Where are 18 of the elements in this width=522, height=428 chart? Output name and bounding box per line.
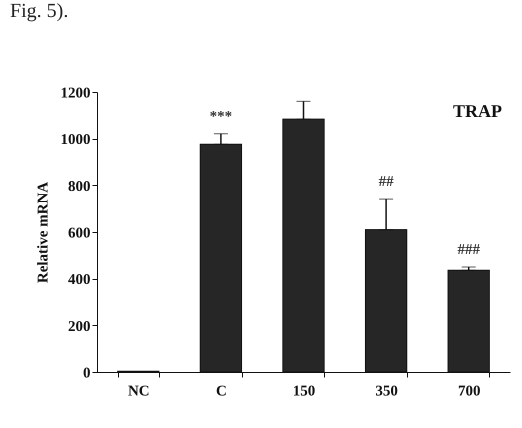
x-tick-label: C [216,384,227,400]
y-tick-label: 600 [68,226,90,242]
y-tick-label: 0 [83,366,90,382]
x-tick-label: NC [128,384,150,400]
annotation: ### [457,242,480,258]
y-tick-label: 1200 [60,86,90,102]
y-axis-title: Relative mRNA [36,182,52,284]
annotation: ## [378,174,394,190]
x-tick-label: 150 [292,384,316,400]
y-tick-label: 1000 [60,132,90,148]
x-tick-label: 700 [458,384,480,400]
annotation: *** [210,108,232,125]
x-tick-label: 350 [375,384,398,400]
y-tick-label: 200 [68,318,90,335]
caption: Fig. 5). [10,0,68,23]
y-tick-label: 800 [68,178,90,195]
text: TRAP [453,101,502,121]
y-tick-label: 400 [68,272,90,288]
